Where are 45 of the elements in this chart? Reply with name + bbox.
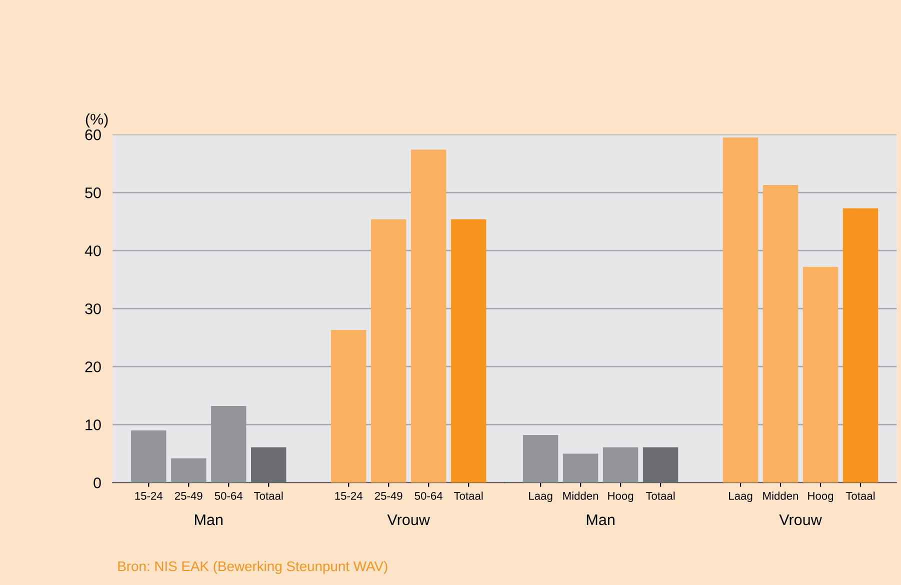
bar: [522, 435, 558, 483]
x-tick-label: Totaal: [646, 492, 675, 500]
text: Man: [586, 514, 614, 526]
bar: [410, 150, 446, 483]
bar: [722, 137, 758, 483]
bar: [171, 458, 206, 483]
text: Vrouw: [387, 514, 430, 526]
y-tick-label: 30: [85, 303, 101, 314]
bar: [330, 330, 366, 483]
y-tick-label: 60: [85, 129, 101, 140]
x-tick-label: Midden: [763, 492, 798, 500]
x-tick-label: Hoog: [608, 492, 634, 502]
bar: [562, 454, 598, 483]
bar: [602, 447, 638, 483]
x-tick-label: Hoog: [808, 492, 834, 502]
text: Bron: NIS EAK (Bewerking Steunpunt WAV): [118, 560, 388, 574]
y-tick-label: 50: [85, 187, 101, 198]
y-tick-label: 20: [85, 361, 101, 372]
bar: [802, 266, 838, 483]
x-tick-label: Midden: [563, 492, 598, 500]
y-tick-label: 40: [84, 245, 101, 256]
bar: [450, 219, 486, 483]
bar: [251, 447, 286, 483]
x-tick-label: 15-24: [135, 492, 163, 500]
bar: [370, 219, 406, 483]
y-tick-label: 0: [94, 477, 101, 488]
bar: [842, 208, 878, 483]
x-tick-label: 25-49: [174, 492, 202, 500]
x-tick-label: 50-64: [214, 492, 242, 500]
text: Vrouw: [779, 514, 822, 526]
y-tick-label: 10: [86, 419, 101, 430]
x-tick-label: Laag: [729, 492, 752, 502]
bar: [762, 185, 798, 483]
x-tick-label: Totaal: [254, 492, 283, 500]
x-tick-label: Laag: [529, 492, 552, 502]
x-tick-label: Totaal: [846, 492, 875, 500]
text: Man: [195, 514, 222, 526]
y-axis-title: (%): [86, 113, 108, 128]
x-tick-label: Totaal: [454, 492, 483, 500]
x-tick-label: 25-49: [374, 492, 402, 500]
bar: [131, 430, 166, 483]
x-tick-label: 15-24: [335, 492, 362, 500]
bar: [211, 406, 246, 483]
bar: [642, 447, 678, 483]
x-tick-label: 50-64: [414, 492, 442, 500]
